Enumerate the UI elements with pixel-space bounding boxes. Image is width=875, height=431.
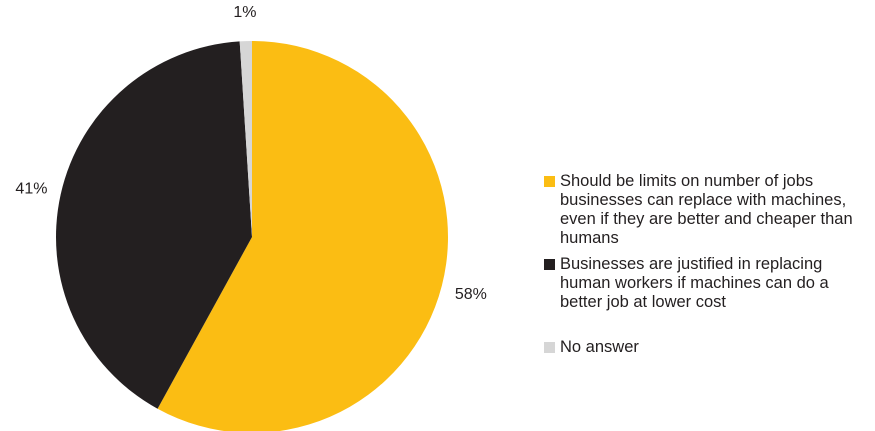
pie-label-justified: 41% <box>15 181 47 198</box>
pie-slice-justified <box>56 41 253 409</box>
legend-label-justified: Businesses are justified in replacing hu… <box>560 255 829 311</box>
legend-swatch-no-answer <box>544 342 555 353</box>
legend-label-limits: Should be limits on number of jobs busin… <box>560 172 853 247</box>
legend-swatch-limits <box>544 176 555 187</box>
legend-swatch-justified <box>544 259 555 270</box>
legend-item-no-answer: No answer <box>544 338 874 357</box>
legend: Should be limits on number of jobs busin… <box>544 172 874 357</box>
legend-item-limits: Should be limits on number of jobs busin… <box>544 172 874 248</box>
pie-slices <box>56 41 448 431</box>
pie-label-limits: 58% <box>455 286 487 303</box>
pie-label-no-answer: 1% <box>233 4 256 21</box>
pie-slice-no-answer <box>239 41 252 237</box>
pie-slice-limits <box>157 41 448 431</box>
pie-labels: 58% 41% 1% <box>15 4 486 303</box>
legend-label-no-answer: No answer <box>560 338 639 356</box>
legend-item-justified: Businesses are justified in replacing hu… <box>544 255 874 312</box>
